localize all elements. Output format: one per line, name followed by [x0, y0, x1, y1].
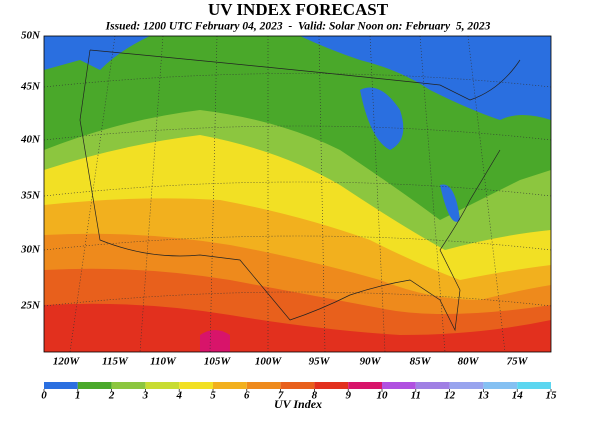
longitude-label: 110W — [150, 356, 177, 368]
legend-swatch — [44, 382, 78, 389]
legend-tick-label: 12 — [444, 390, 456, 402]
longitude-label: 105W — [204, 356, 232, 368]
legend-tick-label: 15 — [546, 390, 558, 402]
uv-map — [44, 36, 551, 352]
legend-tick-label: 13 — [478, 390, 490, 402]
legend-tick-label: 0 — [41, 390, 47, 402]
legend-tick-label: 5 — [210, 390, 216, 402]
longitude-label: 115W — [102, 356, 129, 368]
latitude-label: 50N — [21, 30, 41, 42]
legend-swatch — [449, 382, 484, 389]
latitude-label: 40N — [20, 134, 41, 146]
legend-swatch — [111, 382, 146, 389]
longitude-label: 120W — [53, 356, 81, 368]
legend-tick-label: 14 — [512, 390, 524, 402]
latitude-label: 25N — [20, 300, 41, 312]
legend-tick-label: 11 — [411, 390, 421, 402]
longitude-label: 75W — [507, 356, 529, 368]
longitude-label: 85W — [410, 356, 432, 368]
legend-swatch — [246, 382, 281, 389]
legend-tick-label: 9 — [345, 390, 351, 402]
legend-swatch — [213, 382, 247, 389]
subtitle: Issued: 1200 UTC February 04, 2023 - Val… — [105, 21, 491, 33]
legend-swatch — [280, 382, 315, 389]
legend-swatch — [145, 382, 180, 389]
legend-swatch — [314, 382, 349, 389]
legend-swatch — [382, 382, 416, 389]
latitude-label: 45N — [20, 81, 41, 93]
legend-swatch — [179, 382, 213, 389]
legend-tick-label: 2 — [108, 390, 115, 402]
legend-label: UV Index — [274, 397, 322, 411]
legend-tick-label: 10 — [377, 390, 389, 402]
latitude-label: 30N — [20, 244, 41, 256]
longitude-label: 80W — [458, 356, 480, 368]
legend-swatch — [415, 382, 450, 389]
legend-tick-label: 7 — [278, 390, 284, 402]
legend-swatch — [77, 382, 112, 389]
longitude-label: 100W — [255, 356, 283, 368]
legend-tick-label: 8 — [312, 390, 318, 402]
legend-swatch — [483, 382, 518, 389]
longitude-label: 95W — [309, 356, 331, 368]
legend-tick-label: 6 — [244, 390, 250, 402]
title: UV INDEX FORECAST — [208, 0, 389, 19]
latitude-label: 35N — [20, 190, 41, 202]
legend-tick-label: 3 — [142, 390, 149, 402]
longitude-label: 90W — [360, 356, 382, 368]
legend-tick-label: 1 — [75, 390, 81, 402]
map-frame — [43, 35, 552, 353]
legend-tick-label: 4 — [175, 390, 182, 402]
legend-swatch — [348, 382, 382, 389]
legend-swatch — [517, 382, 551, 389]
